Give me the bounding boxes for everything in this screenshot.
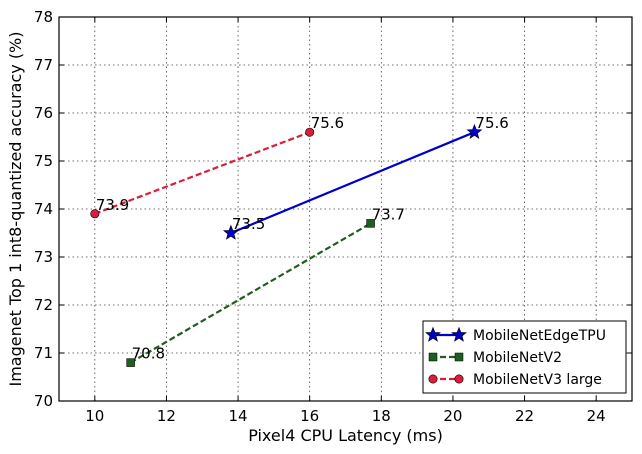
data-label-layer: 73.5 75.6 70.8 73.7 73.9 75.6 (96, 114, 509, 362)
legend-marker (451, 326, 467, 342)
y-tick-label: 71 (34, 344, 53, 362)
y-tick-label: 72 (34, 296, 53, 314)
data-label: 70.8 (132, 345, 165, 363)
data-point (466, 123, 483, 139)
legend-marker (425, 326, 441, 342)
data-point (90, 209, 100, 219)
tick-layer: 10 12 14 16 18 20 22 24 70 71 72 73 74 75 76 77 78 (34, 8, 632, 425)
y-tick-label: 74 (34, 200, 53, 218)
data-label: 73.9 (96, 196, 129, 214)
x-tick-label: 12 (157, 407, 176, 425)
y-tick-label: 73 (34, 248, 53, 266)
series-line-0 (230, 131, 475, 235)
series-line-1 (130, 222, 372, 364)
data-label: 75.6 (311, 114, 344, 132)
x-tick-label: 10 (85, 407, 104, 425)
legend-marker (454, 352, 464, 362)
y-tick-label: 77 (34, 56, 53, 74)
data-label: 75.6 (475, 114, 508, 132)
x-tick-label: 14 (229, 407, 248, 425)
data-label: 73.7 (372, 205, 405, 223)
x-tick-label: 20 (443, 407, 462, 425)
y-tick-label: 70 (34, 392, 53, 410)
series-layer (90, 123, 483, 367)
legend-label: MobileNetV2 (473, 350, 562, 366)
legend-label: MobileNetEdgeTPU (473, 328, 606, 344)
data-point (305, 127, 315, 137)
legend-marker (428, 352, 438, 362)
x-tick-label: 22 (515, 407, 534, 425)
x-axis-label: Pixel4 CPU Latency (ms) (248, 426, 443, 445)
data-point (126, 358, 135, 367)
y-tick-label: 76 (34, 104, 53, 122)
series-line-2 (94, 131, 311, 215)
y-tick-label: 78 (34, 8, 53, 26)
legend-marker (428, 374, 438, 384)
x-tick-label: 24 (587, 407, 606, 425)
data-label: 73.5 (232, 215, 265, 233)
y-tick-label: 75 (34, 152, 53, 170)
y-axis-label: Imagenet Top 1 int8-quantized accuracy (… (6, 31, 25, 386)
x-tick-label: 18 (372, 407, 391, 425)
legend-marker (454, 374, 464, 384)
data-point (366, 219, 375, 228)
legend-label: MobileNetV3 large (473, 372, 602, 388)
x-tick-label: 16 (300, 407, 319, 425)
legend: MobileNetEdgeTPU MobileNetV2 MobileNetV3 l… (422, 320, 627, 394)
data-point (222, 224, 239, 240)
